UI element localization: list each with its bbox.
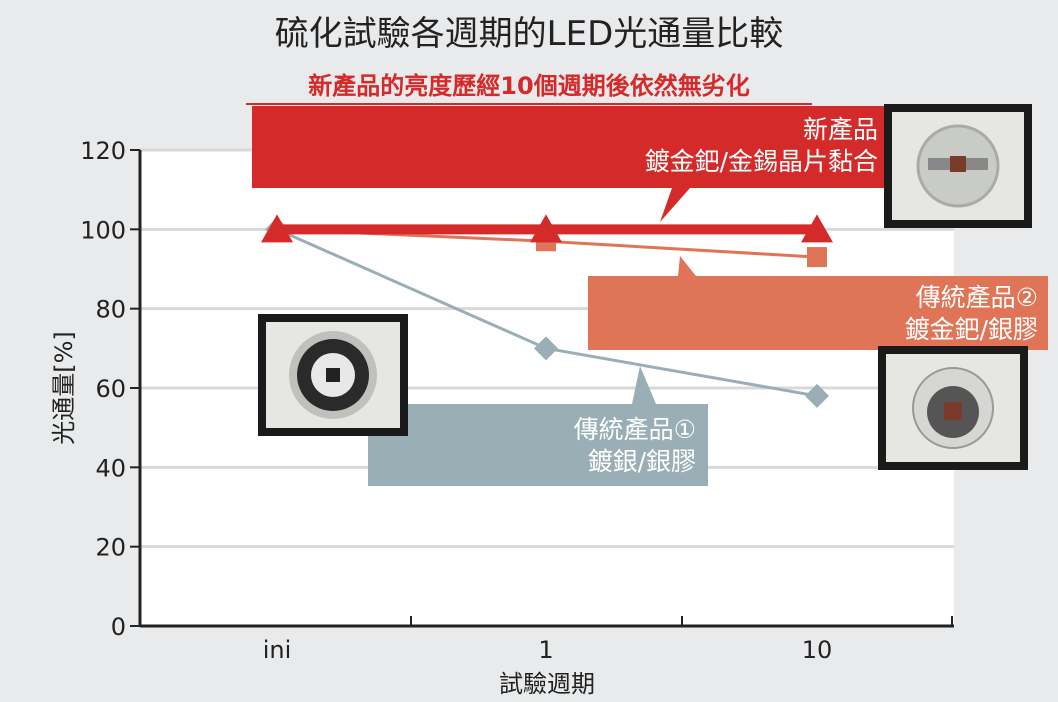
led-t1-icon: [289, 331, 377, 419]
axis-labels: 0 20 40 60 80 100 120 ini 1 10 試驗週期 光通量[%]: [50, 137, 832, 698]
y-tick-label: 120: [80, 137, 126, 165]
callout-pointer-t2: [678, 256, 696, 276]
callout-pointer-new: [660, 188, 690, 222]
led-photo-traditional-1: [258, 314, 408, 436]
y-tick-label: 60: [95, 375, 126, 403]
callout-new-product: 新產品 鍍金鈀/金錫晶片黏合: [252, 106, 888, 188]
led-photo-traditional-2: [878, 346, 1028, 470]
x-tick-label: 1: [538, 636, 553, 664]
led-t2-icon: [912, 367, 994, 449]
callout-t2-line2: 鍍金鈀/銀膠: [904, 315, 1038, 344]
chart-subtitle: 新產品的亮度歷經10個週期後依然無劣化: [246, 66, 812, 105]
series-layer: [261, 188, 833, 408]
callout-new-line2: 鍍金鈀/金錫晶片黏合: [644, 147, 878, 176]
led-new-icon: [916, 124, 1000, 208]
chart-title: 硫化試驗各週期的LED光通量比較: [274, 14, 784, 54]
y-axis-label: 光通量[%]: [50, 331, 78, 445]
marker-square: [807, 247, 827, 268]
marker-triangle: [801, 214, 833, 243]
callout-t1-line1: 傳統產品①: [573, 415, 696, 444]
callout-new-line1: 新產品: [802, 115, 878, 144]
x-tick-label: ini: [263, 636, 292, 664]
callout-pointer-t1: [632, 366, 656, 404]
y-tick-label: 0: [111, 613, 126, 641]
x-tick-label: 10: [802, 636, 833, 664]
marker-diamond: [534, 336, 558, 361]
led-photo-new: [884, 104, 1032, 228]
y-tick-label: 40: [95, 454, 126, 482]
callout-traditional-2: 傳統產品② 鍍金鈀/銀膠: [588, 276, 1048, 350]
y-tick-label: 80: [95, 296, 126, 324]
marker-triangle: [530, 214, 562, 243]
marker-diamond: [805, 383, 829, 408]
callout-traditional-1: 傳統產品① 鍍銀/銀膠: [368, 404, 708, 486]
y-tick-label: 20: [95, 534, 126, 562]
marker-triangle: [261, 214, 293, 243]
callout-t1-line2: 鍍銀/銀膠: [587, 447, 696, 476]
y-tick-label: 100: [80, 216, 126, 244]
x-axis-label: 試驗週期: [499, 670, 595, 698]
callout-t2-line1: 傳統產品②: [915, 283, 1038, 312]
axes: [130, 149, 954, 628]
